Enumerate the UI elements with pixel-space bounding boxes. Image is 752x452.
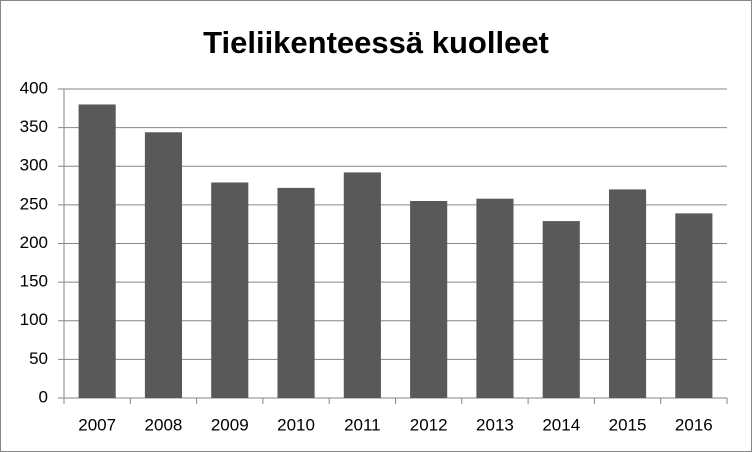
y-tick-label: 250 bbox=[20, 194, 48, 213]
y-tick-label: 0 bbox=[39, 387, 48, 406]
y-tick-label: 300 bbox=[20, 156, 48, 175]
x-tick-label: 2010 bbox=[277, 415, 315, 434]
y-tick-label: 400 bbox=[20, 78, 48, 97]
bar bbox=[675, 213, 713, 398]
bar bbox=[410, 201, 448, 398]
x-tick-label: 2007 bbox=[78, 415, 116, 434]
bar bbox=[542, 221, 580, 398]
bar bbox=[78, 104, 116, 398]
x-tick-label: 2008 bbox=[145, 415, 183, 434]
chart-title: Tieliikenteessä kuolleet bbox=[203, 25, 549, 60]
x-tick-label: 2015 bbox=[609, 415, 647, 434]
x-tick-label: 2014 bbox=[542, 415, 580, 434]
bar bbox=[211, 182, 249, 398]
x-tick-label: 2011 bbox=[344, 415, 381, 434]
bar bbox=[608, 189, 647, 398]
x-tick-label: 2013 bbox=[476, 415, 514, 434]
x-tick-label: 2009 bbox=[211, 415, 249, 434]
x-tick-label: 2016 bbox=[675, 415, 713, 434]
bar bbox=[277, 187, 315, 398]
bar bbox=[343, 172, 381, 398]
x-tick-label: 2012 bbox=[410, 415, 448, 434]
y-tick-label: 100 bbox=[20, 310, 48, 329]
bar bbox=[476, 198, 514, 398]
y-tick-label: 200 bbox=[20, 233, 48, 252]
bar bbox=[144, 132, 183, 398]
y-tick-label: 50 bbox=[29, 349, 48, 368]
y-tick-label: 150 bbox=[20, 272, 48, 291]
y-tick-label: 350 bbox=[20, 117, 48, 136]
